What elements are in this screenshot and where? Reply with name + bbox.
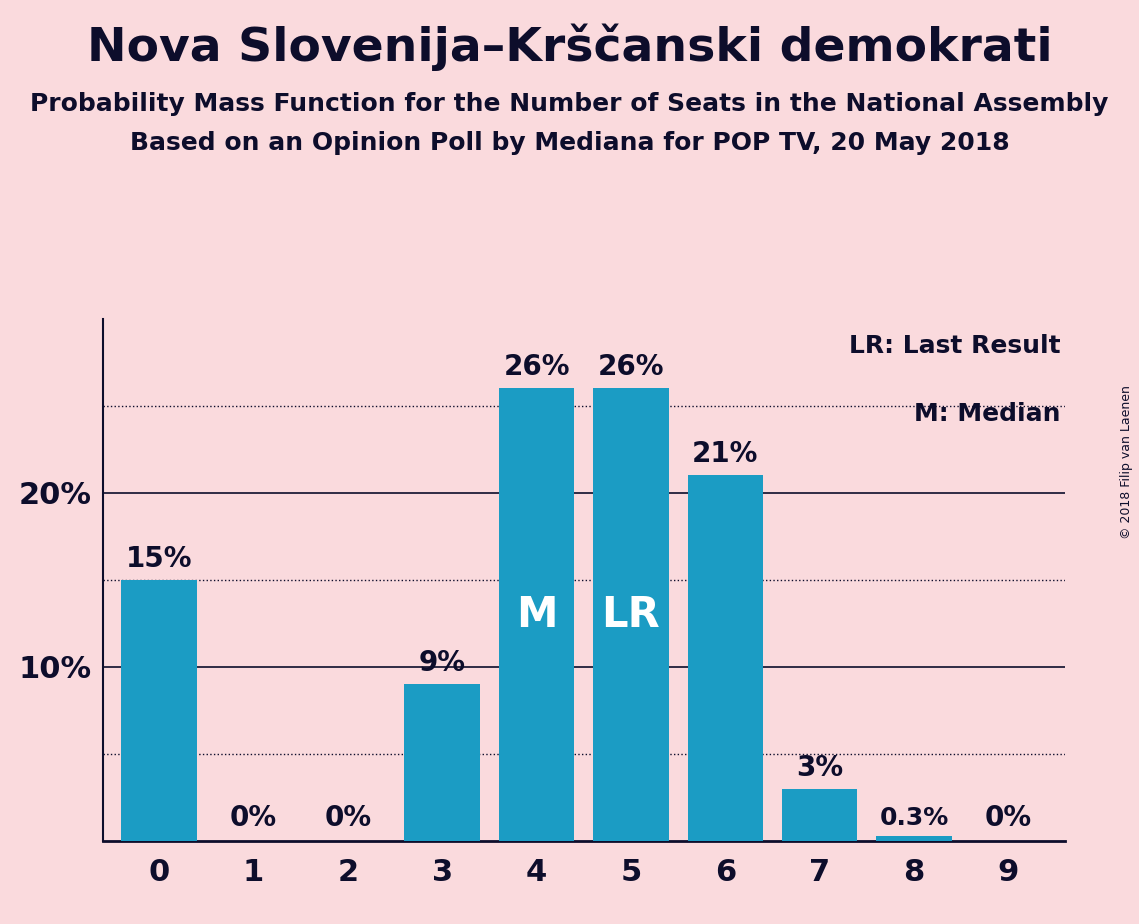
Text: Nova Slovenija–Krščanski demokrati: Nova Slovenija–Krščanski demokrati [87,23,1052,70]
Bar [876,835,952,841]
Text: Probability Mass Function for the Number of Seats in the National Assembly: Probability Mass Function for the Number… [31,92,1108,116]
Text: 21%: 21% [693,441,759,468]
Text: 0%: 0% [325,804,371,833]
Text: LR: Last Result: LR: Last Result [849,334,1060,359]
Text: 0%: 0% [985,804,1032,833]
Text: 15%: 15% [126,545,192,573]
Text: 0.3%: 0.3% [879,807,949,831]
Bar [499,388,574,841]
Text: 26%: 26% [503,353,570,382]
Text: 26%: 26% [598,353,664,382]
Text: © 2018 Filip van Laenen: © 2018 Filip van Laenen [1121,385,1133,539]
Bar [781,789,858,841]
Bar [122,580,197,841]
Bar [593,388,669,841]
Bar [404,684,480,841]
Text: M: Median: M: Median [913,402,1060,426]
Bar [688,475,763,841]
Text: LR: LR [601,593,661,636]
Text: Based on an Opinion Poll by Mediana for POP TV, 20 May 2018: Based on an Opinion Poll by Mediana for … [130,131,1009,155]
Text: 3%: 3% [796,754,843,782]
Text: 0%: 0% [230,804,277,833]
Text: 9%: 9% [419,650,466,677]
Text: M: M [516,593,557,636]
